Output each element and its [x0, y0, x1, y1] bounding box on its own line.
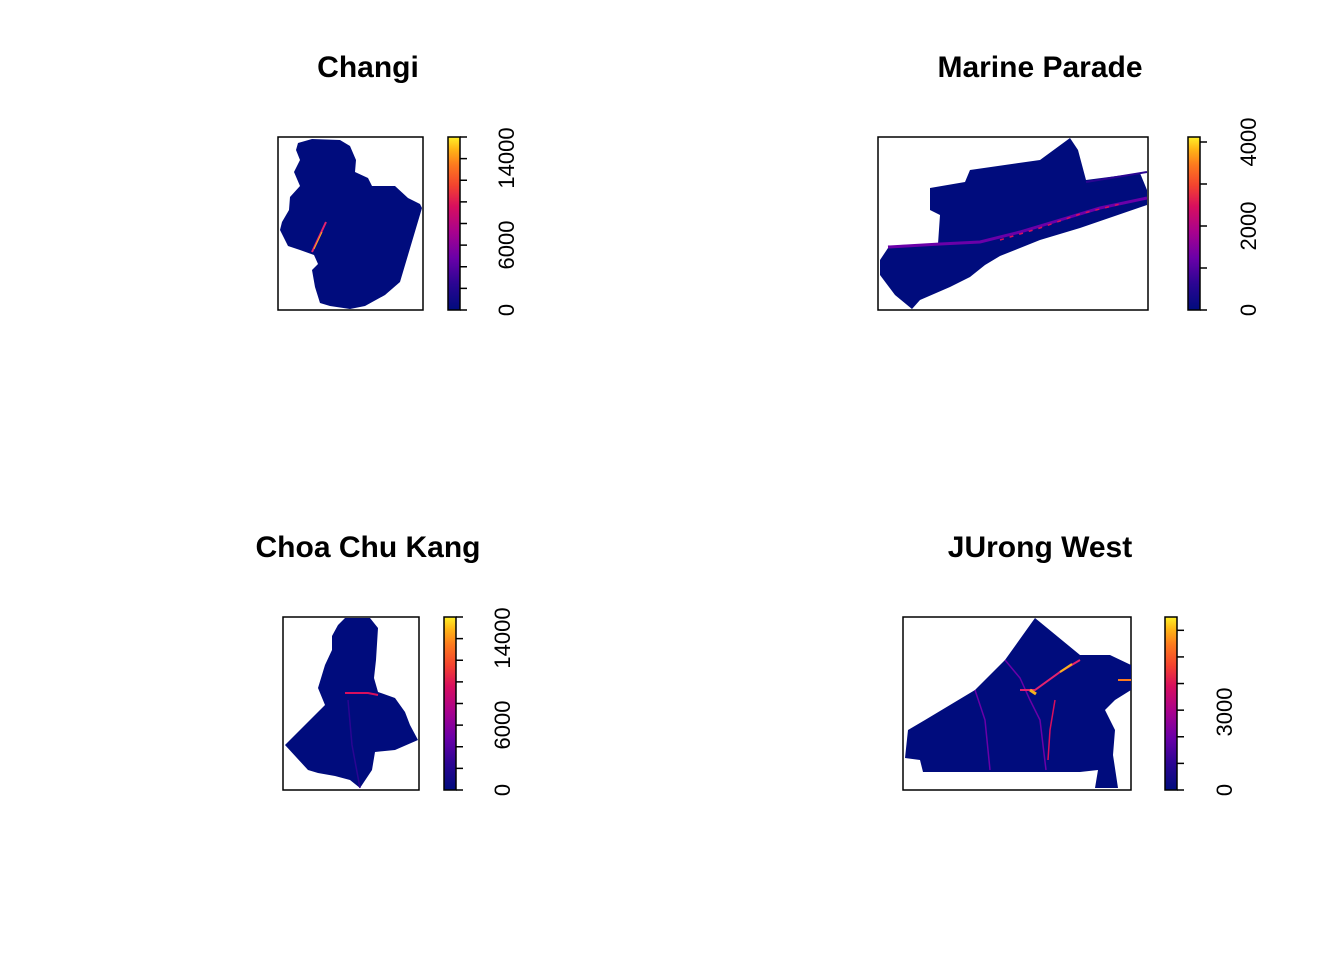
- legend-label-1: 6000: [494, 221, 519, 270]
- changi-region: [280, 139, 422, 309]
- legend-bar: [1187, 136, 1201, 311]
- legend-label-0: 0: [1212, 784, 1237, 796]
- panel-title: JUrong West: [948, 531, 1132, 564]
- legend-ticks: [456, 616, 463, 791]
- road-line: [999, 203, 1121, 241]
- legend-label-0: 0: [490, 784, 515, 796]
- panel-changi: Changi 0 6000 14000: [277, 51, 519, 316]
- legend-label-1: 3000: [1212, 688, 1237, 737]
- road-line: [1004, 659, 1047, 771]
- legend-label-2: 14000: [494, 127, 519, 188]
- panel-title: Marine Parade: [937, 51, 1142, 84]
- road-line: [1085, 171, 1148, 183]
- legend-ticks: [1200, 141, 1207, 311]
- legend-bar: [447, 136, 461, 311]
- map-frame: [902, 616, 1132, 791]
- map-frame: [277, 136, 424, 311]
- legend-label-1: 2000: [1236, 202, 1261, 251]
- road-line: [974, 689, 991, 771]
- road-line: [347, 699, 361, 789]
- legend-label-2: 14000: [490, 607, 515, 668]
- legend-label-0: 0: [1236, 304, 1261, 316]
- choa-chu-kang-region: [285, 618, 418, 788]
- legend-bar: [1164, 616, 1178, 791]
- panel-choa-chu-kang: Choa Chu Kang 0 6000 14000: [256, 531, 516, 796]
- legend-label-0: 0: [494, 304, 519, 316]
- road-line: [1059, 663, 1073, 673]
- legend-ticks: [460, 136, 467, 311]
- road-line: [1029, 688, 1037, 696]
- panel-jurong-west: JUrong West 0 3000: [902, 531, 1237, 796]
- panel-title: Choa Chu Kang: [256, 531, 481, 564]
- road-line: [345, 692, 379, 696]
- road-line: [311, 221, 327, 253]
- legend-bar: [443, 616, 457, 791]
- legend-label-2: 4000: [1236, 118, 1261, 167]
- map-frame: [877, 136, 1149, 311]
- road-line: [887, 196, 1148, 249]
- jurong-west-region: [905, 618, 1131, 788]
- legend-label-1: 6000: [490, 701, 515, 750]
- legend-ticks: [1177, 629, 1184, 791]
- map-frame: [282, 616, 420, 791]
- road-line: [1047, 699, 1056, 761]
- road-line: [313, 231, 323, 250]
- panel-title: Changi: [317, 51, 419, 84]
- panel-marine-parade: Marine Parade 0 2000 4000: [877, 51, 1261, 316]
- marine-parade-region: [880, 138, 1147, 309]
